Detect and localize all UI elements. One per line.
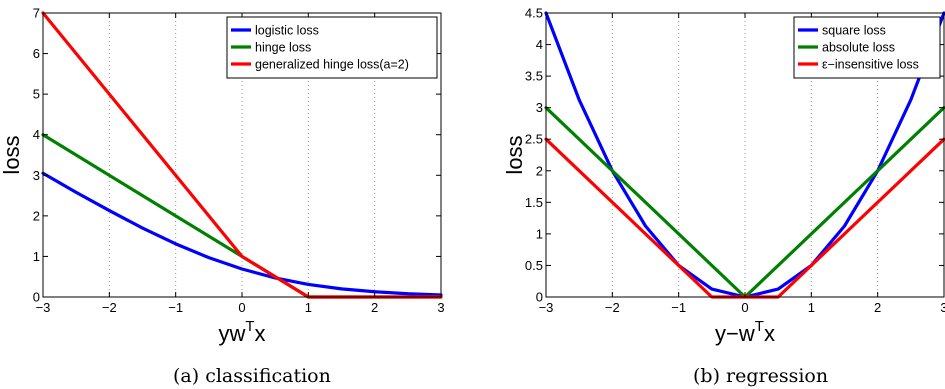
chart-panel-1: −3 −2 −1 0 1 2 3 0 1 2 3 4 5 6 7 ywTx loss logistic loss h… xyxy=(0,6,445,388)
x-tick-label: 2 xyxy=(874,300,881,315)
y-tick-label: 1.5 xyxy=(525,195,543,210)
x-axis-label-main: yw xyxy=(218,321,245,346)
y-tick-label: 0 xyxy=(33,290,40,305)
y-tick-label: 2 xyxy=(536,163,543,178)
legend-label-2: absolute loss xyxy=(822,41,895,55)
x-tick-label: 3 xyxy=(940,300,945,315)
x-tick-label: 0 xyxy=(741,300,748,315)
x-axis-label-superscript: T xyxy=(755,318,764,335)
y-tick-label: 0 xyxy=(536,290,543,305)
x-axis-label-tail: x xyxy=(255,321,266,346)
legend-label-3: ε−insensitive loss xyxy=(822,58,919,72)
x-axis-label: y−wTx xyxy=(715,318,775,346)
x-tick-label: −3 xyxy=(539,300,554,315)
x-tick-label: 0 xyxy=(238,300,245,315)
x-tick-label: −1 xyxy=(168,300,183,315)
y-tick-label: 4.5 xyxy=(525,6,543,21)
y-tick-label: 2.5 xyxy=(525,132,543,147)
x-axis-label-superscript: T xyxy=(245,318,254,335)
y-tick-label: 1 xyxy=(536,226,543,241)
subfigure-caption: (a) classification xyxy=(173,365,331,387)
x-tick-label: 1 xyxy=(305,300,312,315)
x-tick-label: 3 xyxy=(437,300,444,315)
x-axis-label-main: y−w xyxy=(715,321,755,346)
x-tick-label: 2 xyxy=(371,300,378,315)
x-tick-label: −3 xyxy=(36,300,51,315)
y-tick-label: 3.5 xyxy=(525,69,543,84)
y-tick-label: 7 xyxy=(33,6,40,21)
chart-panel-2: −3 −2 −1 0 1 2 3 0 0.5 1 1.5 2 2.5 3 3.5 4 4.5 y−wTx loss s… xyxy=(502,6,945,387)
x-axis-label: ywTx xyxy=(218,318,265,346)
legend-box xyxy=(226,16,438,79)
y-tick-label: 5 xyxy=(33,87,40,102)
legend-box xyxy=(793,16,941,79)
legend-label-1: logistic loss xyxy=(255,24,319,38)
legend: logistic loss hinge loss generalized hinge… xyxy=(226,16,438,79)
y-tick-label: 2 xyxy=(33,208,40,223)
legend: square loss absolute loss ε−insensitive lo… xyxy=(793,16,941,79)
y-tick-label: 6 xyxy=(33,46,40,61)
subfigure-caption: (b) regression xyxy=(693,365,828,387)
x-tick-label: −1 xyxy=(671,300,686,315)
y-tick-label: 1 xyxy=(33,249,40,264)
x-tick-label: −2 xyxy=(605,300,620,315)
x-tick-label: −2 xyxy=(102,300,117,315)
x-tick-label: 1 xyxy=(808,300,815,315)
y-tick-label: 0.5 xyxy=(525,258,543,273)
y-axis-label: loss xyxy=(502,135,527,174)
legend-label-1: square loss xyxy=(822,24,886,38)
series-line-1 xyxy=(41,171,443,297)
y-tick-label: 3 xyxy=(536,100,543,115)
y-tick-label: 4 xyxy=(536,37,543,52)
y-tick-label: 4 xyxy=(33,127,40,142)
legend-label-3: generalized hinge loss(a=2) xyxy=(255,58,409,72)
y-axis-label: loss xyxy=(0,135,24,174)
legend-label-2: hinge loss xyxy=(255,41,311,55)
x-axis-label-tail: x xyxy=(764,321,775,346)
y-tick-label: 3 xyxy=(33,168,40,183)
